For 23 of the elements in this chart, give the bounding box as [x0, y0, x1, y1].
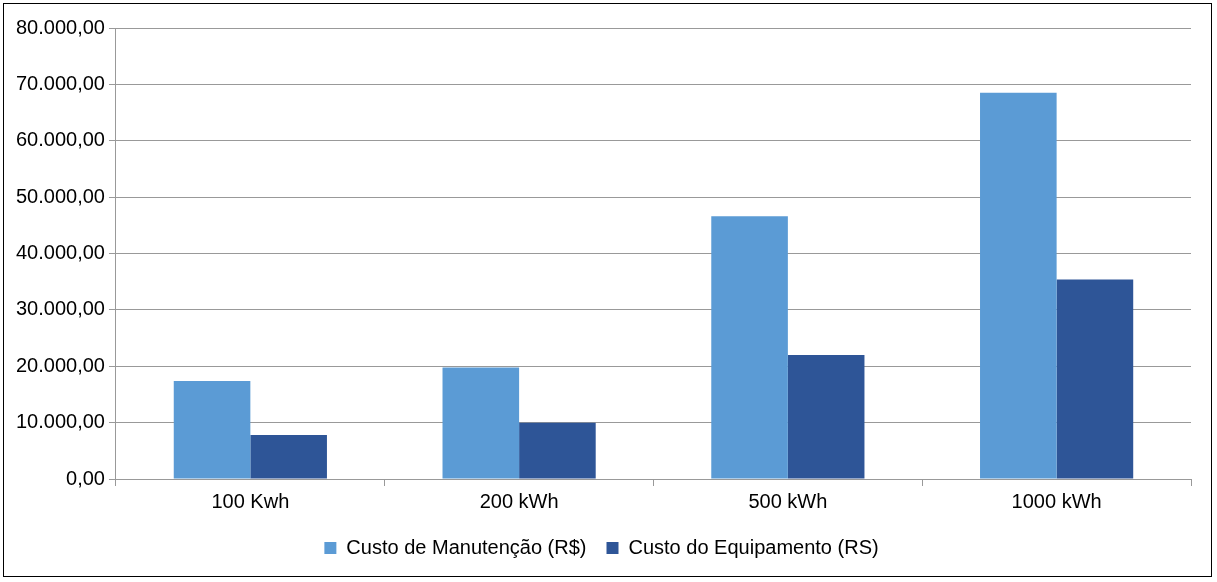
bar — [173, 380, 251, 479]
y-tick-label: 0,00 — [66, 466, 105, 489]
y-tick-label: 30.000,00 — [15, 297, 105, 320]
bar — [250, 435, 327, 479]
bar — [787, 354, 865, 479]
x-tick-label: 200 kWh — [479, 489, 559, 512]
y-tick-label: 40.000,00 — [15, 241, 105, 264]
legend-label: Custo do Equipamento (RS) — [628, 535, 879, 558]
y-tick-label: 20.000,00 — [15, 353, 105, 376]
bar — [980, 92, 1057, 479]
bar — [519, 422, 596, 479]
y-tick-label: 50.000,00 — [15, 184, 105, 207]
bar — [442, 367, 520, 479]
legend-label: Custo de Manutenção (R$) — [346, 535, 587, 558]
bar — [711, 216, 788, 479]
bar — [1056, 279, 1134, 479]
y-tick-label: 70.000,00 — [15, 71, 105, 94]
y-tick-label: 60.000,00 — [15, 128, 105, 151]
x-tick-label: 100 Kwh — [211, 489, 290, 512]
y-tick-label: 10.000,00 — [15, 410, 105, 433]
x-tick-label: 500 kWh — [748, 489, 828, 512]
y-tick-label: 80.000,00 — [15, 15, 105, 38]
x-tick-label: 1000 kWh — [1011, 489, 1102, 512]
